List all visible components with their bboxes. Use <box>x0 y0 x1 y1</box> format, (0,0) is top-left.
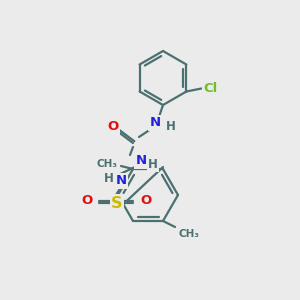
Text: O: O <box>81 194 93 206</box>
Text: H: H <box>104 172 114 185</box>
Text: H: H <box>148 158 158 172</box>
Text: N: N <box>116 175 127 188</box>
Text: CH₃: CH₃ <box>97 159 118 169</box>
Text: S: S <box>111 196 123 211</box>
Text: CH₃: CH₃ <box>178 229 200 239</box>
Text: O: O <box>107 121 118 134</box>
Text: H: H <box>166 121 176 134</box>
Text: Cl: Cl <box>203 82 218 95</box>
Text: N: N <box>149 116 161 130</box>
Text: N: N <box>135 154 147 167</box>
Text: O: O <box>140 194 152 206</box>
